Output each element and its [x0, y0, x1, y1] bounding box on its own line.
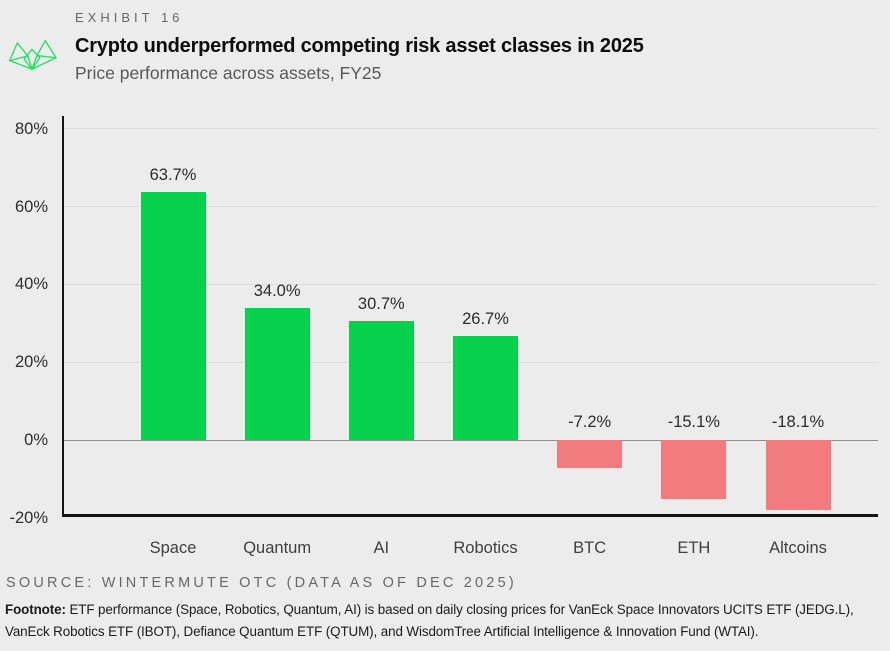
- header: EXHIBIT 16 Crypto underperformed competi…: [75, 10, 875, 84]
- zero-gridline: [63, 439, 878, 441]
- gridline: [63, 283, 878, 285]
- y-axis-tick-label: 0%: [24, 431, 48, 449]
- source-line: SOURCE: WINTERMUTE OTC (DATA AS OF DEC 2…: [6, 575, 517, 591]
- bar-value-label: 63.7%: [149, 166, 197, 185]
- y-axis-tick-label: 20%: [14, 353, 48, 372]
- bar-space: [140, 192, 206, 440]
- y-axis-line: [62, 116, 64, 517]
- bar-quantum: [244, 307, 310, 440]
- wintermute-logo-icon: [9, 39, 57, 70]
- bar-value-label: -15.1%: [667, 413, 720, 431]
- category-label: ETH: [677, 539, 711, 557]
- bar-value-label: 34.0%: [253, 281, 301, 300]
- category-label: Quantum: [243, 539, 312, 557]
- page-title: Crypto underperformed competing risk ass…: [75, 35, 644, 57]
- bar-value-label: -7.2%: [568, 413, 612, 431]
- bar-value-label: 30.7%: [357, 294, 405, 313]
- category-label: Robotics: [453, 539, 518, 557]
- category-label: Altcoins: [769, 539, 827, 557]
- gridline: [63, 206, 878, 208]
- exhibit-label: EXHIBIT 16: [75, 10, 184, 25]
- chart-subtitle: Price performance across assets, FY25: [75, 63, 382, 83]
- gridline: [63, 128, 878, 130]
- footnote: Footnote: ETF performance (Space, Roboti…: [5, 599, 883, 643]
- bar-altcoins: [765, 440, 831, 511]
- bar-value-label: -18.1%: [771, 413, 825, 431]
- x-axis-line: [62, 514, 878, 517]
- footnote-label: Footnote:: [5, 602, 66, 617]
- footnote-text: ETF performance (Space, Robotics, Quantu…: [5, 602, 854, 639]
- bar-robotics: [453, 336, 518, 440]
- bar-eth: [661, 440, 727, 499]
- y-axis-tick-label: 40%: [14, 275, 48, 294]
- y-axis-tick-label: 80%: [14, 119, 48, 138]
- y-axis-tick-label: -20%: [9, 508, 48, 527]
- bar-btc: [557, 440, 623, 468]
- y-axis-tick-label: 60%: [14, 197, 48, 216]
- category-label: Space: [149, 539, 197, 557]
- bar-value-label: 26.7%: [462, 310, 509, 329]
- category-label: BTC: [573, 539, 607, 557]
- bar-ai: [348, 320, 414, 440]
- category-label: AI: [373, 539, 390, 557]
